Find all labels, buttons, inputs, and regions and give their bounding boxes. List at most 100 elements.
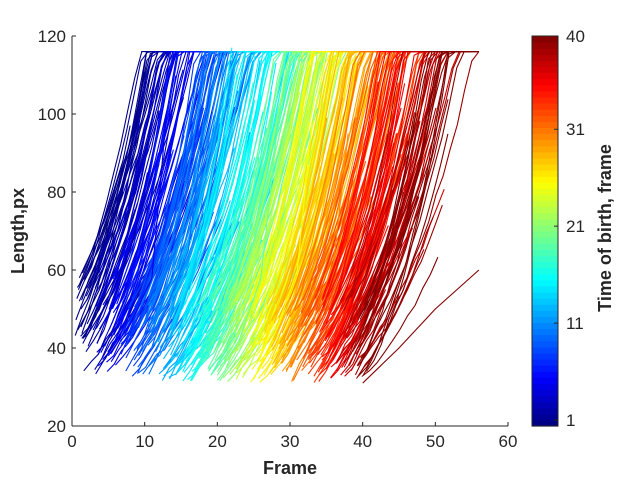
colorbar-segment xyxy=(532,267,558,275)
colorbar-segment xyxy=(532,90,558,98)
length-curve xyxy=(289,133,349,368)
length-curve xyxy=(289,97,344,300)
length-curve xyxy=(93,101,154,270)
length-curve xyxy=(300,51,366,313)
length-curve xyxy=(358,133,449,376)
length-curve xyxy=(229,70,302,310)
length-curve xyxy=(344,188,445,377)
length-curve xyxy=(177,95,262,333)
length-curve xyxy=(346,125,438,339)
length-curves xyxy=(74,47,480,384)
length-curve xyxy=(197,111,254,320)
colorbar-segment xyxy=(532,206,558,214)
colorbar-segment xyxy=(532,377,558,384)
length-curve xyxy=(359,51,479,365)
y-tick-label: 20 xyxy=(47,417,66,436)
length-curve xyxy=(366,157,431,311)
colorbar-segment xyxy=(532,255,558,263)
colorbar-segment xyxy=(532,279,558,287)
colorbar-segment xyxy=(532,109,558,116)
length-curve xyxy=(300,161,367,325)
colorbar-segment xyxy=(532,218,558,226)
length-curve xyxy=(231,208,279,310)
length-curve xyxy=(169,51,235,297)
length-curve xyxy=(291,237,344,382)
colorbar-segment xyxy=(532,328,558,336)
length-curve xyxy=(129,145,201,336)
colorbar-segment xyxy=(532,115,558,122)
colorbar-segment xyxy=(532,224,558,232)
x-tick-label: 0 xyxy=(67,432,76,451)
colorbar-tick-label: 31 xyxy=(566,120,585,139)
colorbar-tick-label: 40 xyxy=(566,27,585,46)
length-curve xyxy=(86,172,153,337)
colorbar-segment xyxy=(532,163,558,171)
y-tick-labels: 20 40 60 80 100 120 xyxy=(38,27,66,436)
length-curve xyxy=(214,51,296,315)
length-curve xyxy=(115,51,208,325)
colorbar-segment xyxy=(532,60,558,68)
length-curve xyxy=(179,51,281,297)
length-curve xyxy=(256,51,357,323)
colorbar-segment xyxy=(532,298,558,305)
colorbar-segment xyxy=(532,78,558,86)
length-curve xyxy=(361,256,439,377)
x-tick-label: 30 xyxy=(281,432,300,451)
colorbar-segment xyxy=(532,243,558,250)
y-axis-label: Length,px xyxy=(8,188,28,274)
colorbar-segment xyxy=(532,371,558,378)
y-tick-label: 80 xyxy=(47,183,66,202)
colorbar-segment xyxy=(532,145,558,153)
y-tick-label: 40 xyxy=(47,339,66,358)
colorbar-segment xyxy=(532,127,558,135)
colorbar-segment xyxy=(532,194,558,202)
length-curve xyxy=(199,51,309,348)
colorbar-segment xyxy=(532,346,558,354)
length-curve xyxy=(321,81,379,299)
length-curve xyxy=(87,51,165,275)
colorbar-segment xyxy=(532,72,558,80)
length-curve xyxy=(273,166,321,324)
length-curve xyxy=(183,55,256,319)
colorbar-frame xyxy=(531,35,559,427)
colorbar-segment xyxy=(532,322,558,330)
length-curve xyxy=(88,51,148,289)
colorbar-segment xyxy=(532,96,558,104)
length-curve xyxy=(147,57,235,306)
colorbar-segment xyxy=(532,66,558,74)
length-curve xyxy=(356,51,480,366)
colorbar-segment xyxy=(532,413,558,421)
length-curve xyxy=(358,51,468,350)
length-curve xyxy=(304,104,392,327)
colorbar-tick-label: 21 xyxy=(566,217,585,236)
length-curve xyxy=(253,121,313,380)
colorbar-segment xyxy=(532,139,558,147)
x-tick-label: 10 xyxy=(135,432,154,451)
colorbar-segment xyxy=(532,383,558,391)
colorbar-segment xyxy=(532,36,558,43)
colorbar-segment xyxy=(532,291,558,299)
length-curve xyxy=(209,161,260,300)
length-curve xyxy=(325,160,407,357)
length-curve xyxy=(215,51,299,325)
x-tick-label: 60 xyxy=(499,432,518,451)
length-curve xyxy=(137,80,203,329)
length-curve xyxy=(198,197,244,304)
colorbar-segment xyxy=(532,231,558,238)
length-curve xyxy=(144,133,204,349)
colorbar-segment xyxy=(532,237,558,244)
x-tick-label: 50 xyxy=(426,432,445,451)
length-curve xyxy=(362,269,480,384)
colorbar-segment xyxy=(532,103,558,110)
length-curve xyxy=(107,113,168,357)
colorbar-segment xyxy=(532,401,558,409)
length-curve xyxy=(170,108,232,331)
colorbar-segment xyxy=(532,157,558,165)
length-curve xyxy=(280,117,328,308)
length-curve xyxy=(212,51,297,354)
length-curve xyxy=(78,125,131,279)
length-curve xyxy=(340,130,392,303)
colorbar-segment xyxy=(532,389,558,397)
x-axis-label: Frame xyxy=(263,458,317,478)
